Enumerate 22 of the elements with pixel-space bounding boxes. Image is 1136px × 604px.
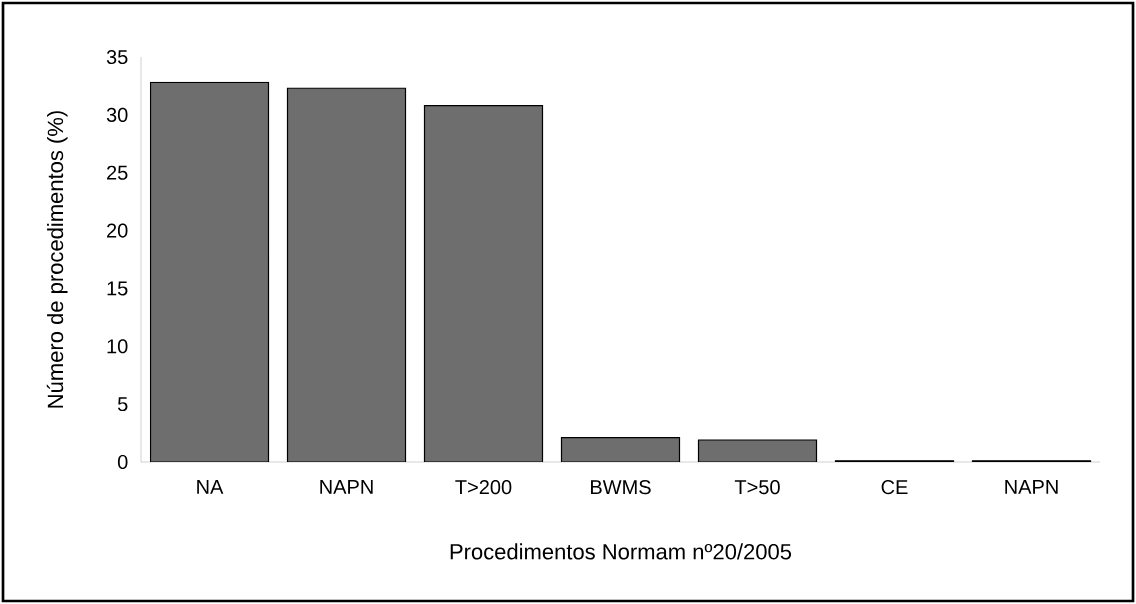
bar: [149, 81, 270, 462]
bar: [286, 87, 407, 462]
x-tick-label: T>50: [734, 480, 780, 495]
y-tick-label: 20: [107, 223, 128, 238]
x-tick-label: NAPN: [1005, 480, 1058, 494]
y-tick-label: 35: [106, 49, 128, 65]
bar: [697, 439, 818, 462]
x-tick-label: BWMS: [591, 480, 651, 495]
y-tick-label: 0: [117, 454, 128, 470]
y-tick-label: 15: [107, 281, 128, 296]
y-tick-label: 25: [107, 165, 128, 180]
y-tick-label: 30: [106, 107, 128, 122]
y-axis-title: Número de procedimentos (%): [46, 111, 68, 408]
bar: [560, 437, 681, 462]
x-tick-label: NAPN: [320, 480, 373, 494]
x-tick-label: CE: [881, 480, 908, 495]
x-tick-label: T>200: [455, 480, 512, 495]
y-tick-label: 10: [107, 339, 128, 354]
bar: [423, 105, 544, 462]
x-axis-title: Procedimentos Normam nº20/2005: [450, 543, 792, 560]
y-tick-label: 5: [117, 397, 128, 412]
x-tick-label: NA: [197, 480, 224, 494]
